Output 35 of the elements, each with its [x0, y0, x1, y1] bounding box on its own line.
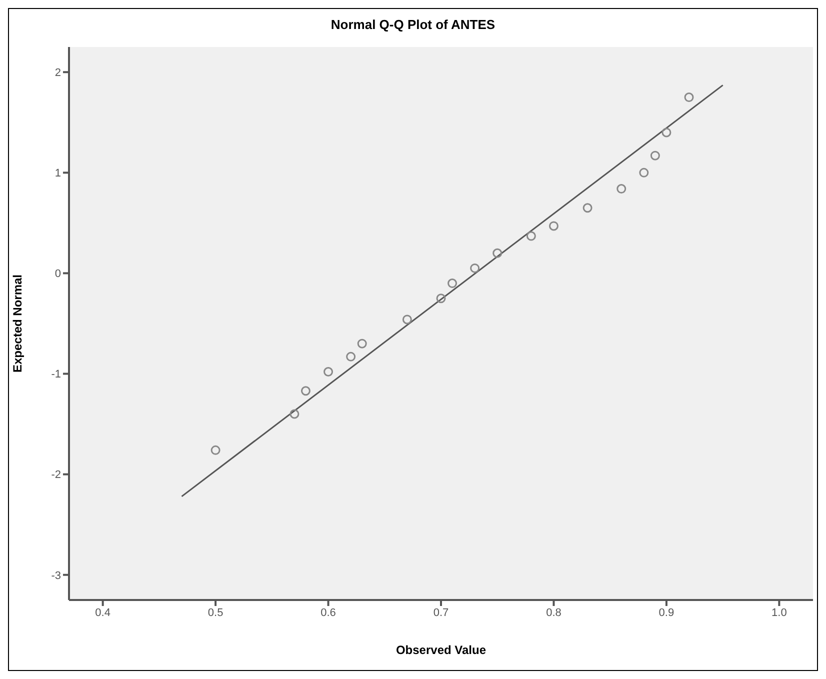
y-tick-label: -3: [51, 570, 61, 582]
point: [346, 352, 356, 362]
point: [300, 386, 310, 396]
x-tick-label: 0.8: [546, 606, 562, 619]
point: [470, 263, 480, 273]
y-tick-label: 0: [54, 268, 61, 280]
x-tick-label: 1.0: [772, 606, 787, 619]
point: [492, 248, 502, 258]
point: [616, 184, 626, 194]
point: [357, 338, 367, 348]
x-tick-label: 0.4: [95, 606, 110, 619]
y-tick-label: -2: [51, 469, 61, 482]
point: [684, 92, 694, 102]
point: [650, 150, 660, 160]
x-tick-label: 0.5: [208, 606, 224, 619]
y-axis-title: Expected Normal: [10, 274, 24, 373]
y-tick-label: 1: [54, 168, 61, 180]
x-tick-label: 0.9: [658, 606, 674, 619]
point: [290, 409, 300, 419]
point: [582, 203, 592, 213]
point: [210, 445, 220, 455]
point: [402, 314, 412, 324]
y-tick-label: -1: [51, 368, 61, 381]
point: [436, 294, 446, 304]
chart-title: Normal Q-Q Plot of ANTES: [330, 16, 496, 34]
x-tick-label: 0.7: [433, 606, 449, 619]
point: [548, 221, 558, 231]
point: [324, 367, 334, 377]
point: [639, 168, 649, 178]
x-axis-title: Observed Value: [396, 643, 486, 657]
x-tick-label: 0.6: [320, 606, 336, 619]
point: [448, 278, 458, 288]
y-tick-label: 2: [54, 67, 61, 80]
point: [662, 128, 672, 138]
point: [526, 231, 536, 241]
